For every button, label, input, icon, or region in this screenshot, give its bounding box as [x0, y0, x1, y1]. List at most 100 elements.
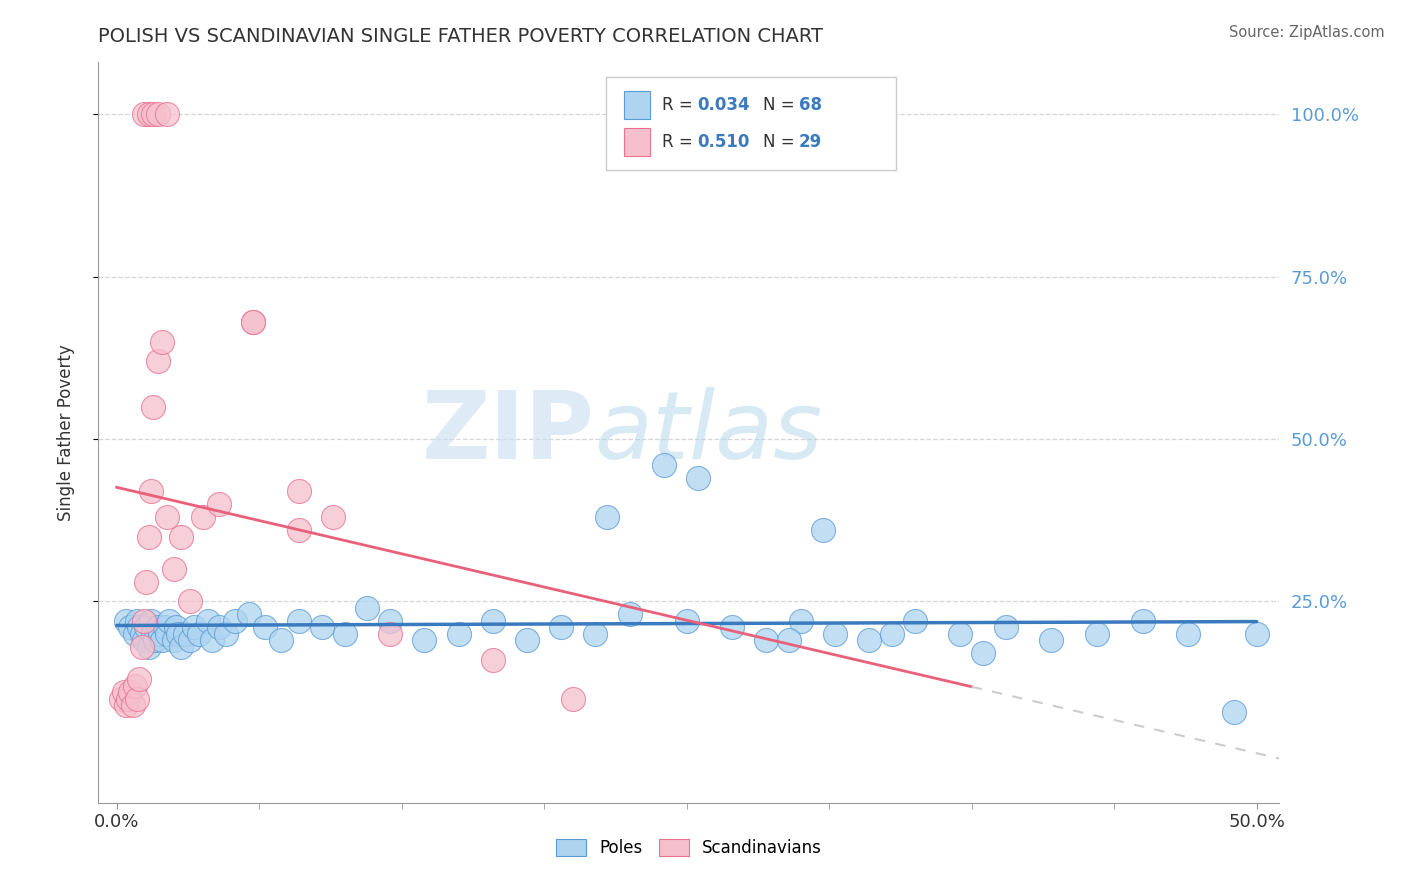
Point: [675, 614, 697, 628]
Text: POLISH VS SCANDINAVIAN SINGLE FATHER POVERTY CORRELATION CHART: POLISH VS SCANDINAVIAN SINGLE FATHER POV…: [98, 27, 824, 45]
FancyBboxPatch shape: [624, 128, 650, 156]
Point: [585, 627, 607, 641]
Point: [238, 607, 260, 622]
Point: [128, 620, 150, 634]
Text: atlas: atlas: [595, 387, 823, 478]
Point: [163, 562, 186, 576]
Point: [208, 497, 231, 511]
Point: [1040, 633, 1063, 648]
Point: [135, 620, 157, 634]
Point: [114, 698, 136, 713]
Point: [124, 627, 146, 641]
Point: [163, 633, 186, 648]
Point: [550, 620, 572, 634]
Point: [311, 620, 333, 634]
Point: [132, 614, 155, 628]
Point: [619, 607, 641, 622]
Point: [652, 458, 675, 472]
Point: [150, 633, 173, 648]
Point: [142, 400, 165, 414]
Point: [156, 627, 179, 641]
Point: [413, 633, 436, 648]
Point: [949, 627, 972, 641]
Point: [288, 484, 311, 499]
Point: [127, 692, 149, 706]
Point: [110, 692, 132, 706]
Point: [880, 627, 903, 641]
Point: [322, 510, 344, 524]
Point: [138, 640, 160, 654]
Point: [157, 614, 180, 628]
Point: [156, 107, 179, 121]
Point: [224, 614, 246, 628]
Point: [169, 640, 191, 654]
Point: [1085, 627, 1108, 641]
Point: [146, 107, 169, 121]
Text: 29: 29: [799, 133, 823, 151]
Point: [197, 614, 219, 628]
Legend: Poles, Scandinavians: Poles, Scandinavians: [555, 839, 823, 857]
Point: [270, 633, 292, 648]
Point: [124, 679, 146, 693]
Point: [972, 647, 994, 661]
Point: [145, 633, 167, 648]
Point: [150, 334, 173, 349]
Point: [167, 627, 190, 641]
Point: [721, 620, 744, 634]
Point: [994, 620, 1017, 634]
Point: [179, 633, 201, 648]
Point: [858, 633, 880, 648]
Point: [117, 692, 139, 706]
Point: [142, 107, 165, 121]
Point: [789, 614, 811, 628]
Point: [380, 614, 402, 628]
Point: [132, 107, 155, 121]
Point: [1132, 614, 1154, 628]
Point: [1223, 705, 1246, 719]
Point: [516, 633, 538, 648]
Point: [242, 315, 264, 329]
Point: [139, 484, 162, 499]
Y-axis label: Single Father Poverty: Single Father Poverty: [56, 344, 75, 521]
Point: [596, 510, 619, 524]
Point: [131, 627, 153, 641]
Point: [120, 620, 142, 634]
Point: [208, 620, 231, 634]
Point: [813, 523, 835, 537]
Point: [146, 620, 169, 634]
Point: [135, 574, 157, 589]
Point: [288, 614, 311, 628]
Point: [686, 471, 709, 485]
Text: 68: 68: [799, 95, 821, 113]
Point: [253, 620, 276, 634]
Point: [824, 627, 846, 641]
Point: [153, 620, 176, 634]
Text: Source: ZipAtlas.com: Source: ZipAtlas.com: [1229, 25, 1385, 40]
Point: [482, 653, 505, 667]
FancyBboxPatch shape: [606, 78, 896, 169]
Point: [149, 627, 172, 641]
Point: [193, 510, 215, 524]
Point: [561, 692, 583, 706]
Point: [778, 633, 800, 648]
Point: [138, 529, 160, 543]
FancyBboxPatch shape: [624, 91, 650, 119]
Point: [356, 601, 378, 615]
Text: R =: R =: [662, 133, 697, 151]
Point: [242, 315, 264, 329]
Point: [447, 627, 470, 641]
Point: [1246, 627, 1268, 641]
Point: [904, 614, 927, 628]
Point: [201, 633, 224, 648]
Point: [183, 620, 205, 634]
Text: 0.510: 0.510: [697, 133, 749, 151]
Point: [132, 633, 155, 648]
Point: [121, 698, 143, 713]
Point: [288, 523, 311, 537]
Point: [120, 685, 142, 699]
Point: [139, 614, 162, 628]
Text: ZIP: ZIP: [422, 386, 595, 479]
Point: [146, 354, 169, 368]
Point: [187, 627, 209, 641]
Point: [128, 673, 150, 687]
